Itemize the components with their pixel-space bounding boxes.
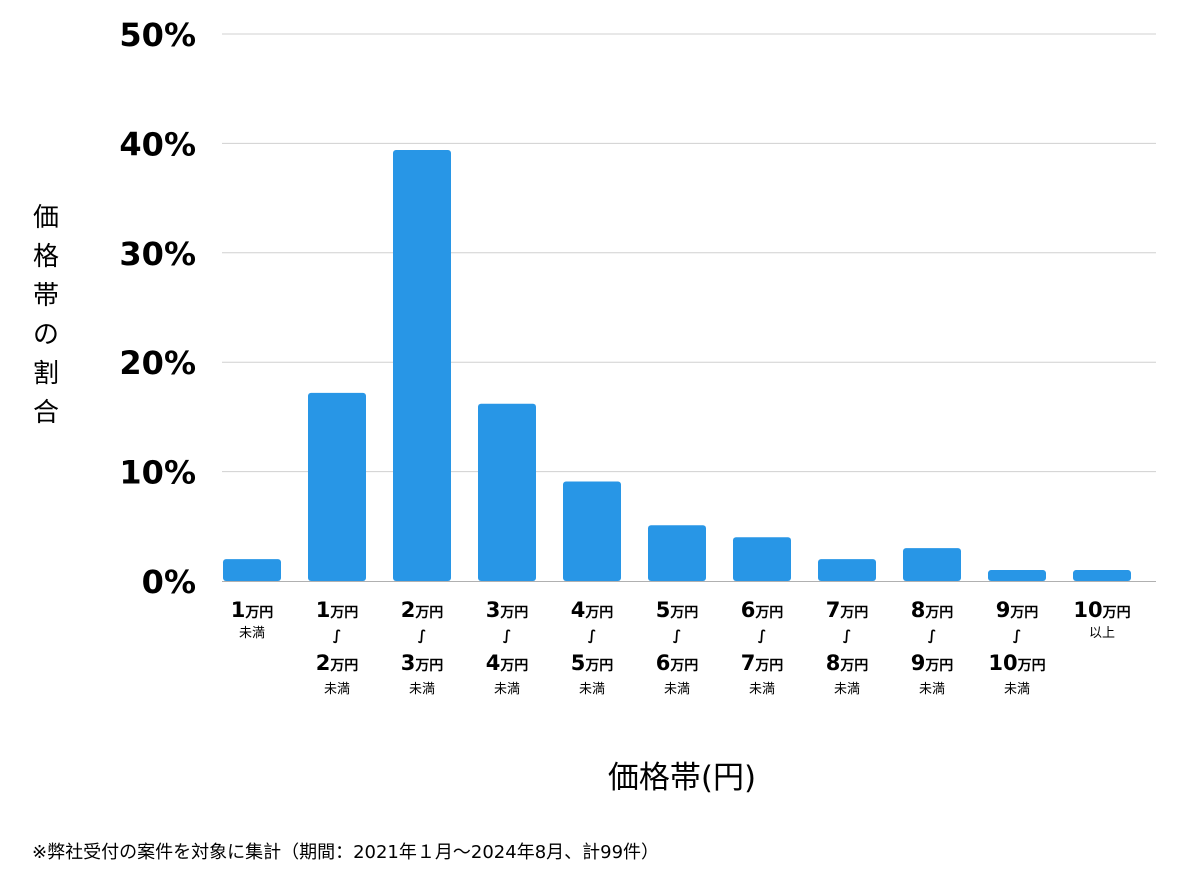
x-category-line: ∫ — [758, 628, 767, 644]
y-tick-label: 30% — [119, 235, 196, 273]
bars — [223, 149, 1131, 582]
y-tick-label: 0% — [142, 563, 196, 601]
x-category-line: 6万円 — [656, 651, 699, 675]
x-category-line: 未満 — [834, 682, 860, 697]
x-category-line: ∫ — [418, 628, 427, 644]
y-axis-label-char: 割 — [33, 359, 59, 389]
x-category-line: ∫ — [673, 628, 682, 644]
x-category-line: 10万円 — [988, 651, 1045, 675]
x-category-line: ∫ — [333, 628, 342, 644]
y-tick-label: 20% — [119, 344, 196, 382]
grid-lines — [222, 33, 1156, 473]
x-category-line: 未満 — [239, 626, 265, 641]
y-axis-label-char: の — [33, 320, 59, 350]
x-category-line: 7万円 — [741, 651, 784, 675]
bar — [648, 525, 706, 581]
x-category-line: 10万円 — [1073, 598, 1130, 622]
x-category-line: 1万円 — [316, 598, 359, 622]
x-category-line: 未満 — [1004, 682, 1030, 697]
x-category-line: 未満 — [919, 682, 945, 697]
bar — [988, 570, 1046, 581]
bar — [478, 403, 536, 581]
bar — [733, 537, 791, 581]
x-category-line: ∫ — [503, 628, 512, 644]
bar — [393, 149, 451, 582]
x-category-line: 4万円 — [486, 651, 529, 675]
x-axis-categories: 1万円未満1万円∫2万円未満2万円∫3万円未満3万円∫4万円未満4万円∫5万円未… — [231, 598, 1131, 697]
bar — [1073, 570, 1131, 581]
bar — [308, 392, 366, 581]
y-axis-label-char: 価 — [33, 203, 59, 233]
x-category-line: 9万円 — [911, 651, 954, 675]
x-category-line: 4万円 — [571, 598, 614, 622]
x-category-line: 1万円 — [231, 598, 274, 622]
x-category-line: 7万円 — [826, 598, 869, 622]
footnote: ※弊社受付の案件を対象に集計（期間：2021年１月〜2024年8月、計99件） — [32, 842, 660, 863]
x-category-line: 未満 — [749, 682, 775, 697]
x-category-line: ∫ — [928, 628, 937, 644]
y-axis-label-char: 帯 — [33, 281, 59, 311]
x-category-line: ∫ — [843, 628, 852, 644]
x-category-line: 未満 — [494, 682, 520, 697]
bar — [818, 559, 876, 581]
y-axis-label-char: 合 — [33, 398, 59, 428]
y-axis-ticks: 0% 10% 20% 30% 40% 50% — [119, 16, 196, 601]
bar — [223, 559, 281, 581]
bar — [903, 548, 961, 581]
y-tick-label: 50% — [119, 16, 196, 54]
x-category-line: 未満 — [409, 682, 435, 697]
x-category-line: 5万円 — [656, 598, 699, 622]
y-tick-label: 40% — [119, 125, 196, 163]
y-tick-label: 10% — [119, 454, 196, 492]
x-axis-label: 価格帯(円) — [608, 760, 756, 796]
x-category-line: 6万円 — [741, 598, 784, 622]
x-category-line: 8万円 — [911, 598, 954, 622]
x-category-line: 未満 — [579, 682, 605, 697]
x-category-line: 5万円 — [571, 651, 614, 675]
x-category-line: 3万円 — [401, 651, 444, 675]
x-category-line: 未満 — [324, 682, 350, 697]
x-category-line: 8万円 — [826, 651, 869, 675]
x-category-line: 9万円 — [996, 598, 1039, 622]
x-category-line: ∫ — [1013, 628, 1022, 644]
x-category-line: 以上 — [1089, 626, 1115, 641]
x-category-line: 2万円 — [316, 651, 359, 675]
bar — [563, 481, 621, 581]
x-category-line: ∫ — [588, 628, 597, 644]
x-category-line: 3万円 — [486, 598, 529, 622]
y-axis-label-char: 格 — [33, 242, 59, 272]
x-category-line: 2万円 — [401, 598, 444, 622]
x-category-line: 未満 — [664, 682, 690, 697]
